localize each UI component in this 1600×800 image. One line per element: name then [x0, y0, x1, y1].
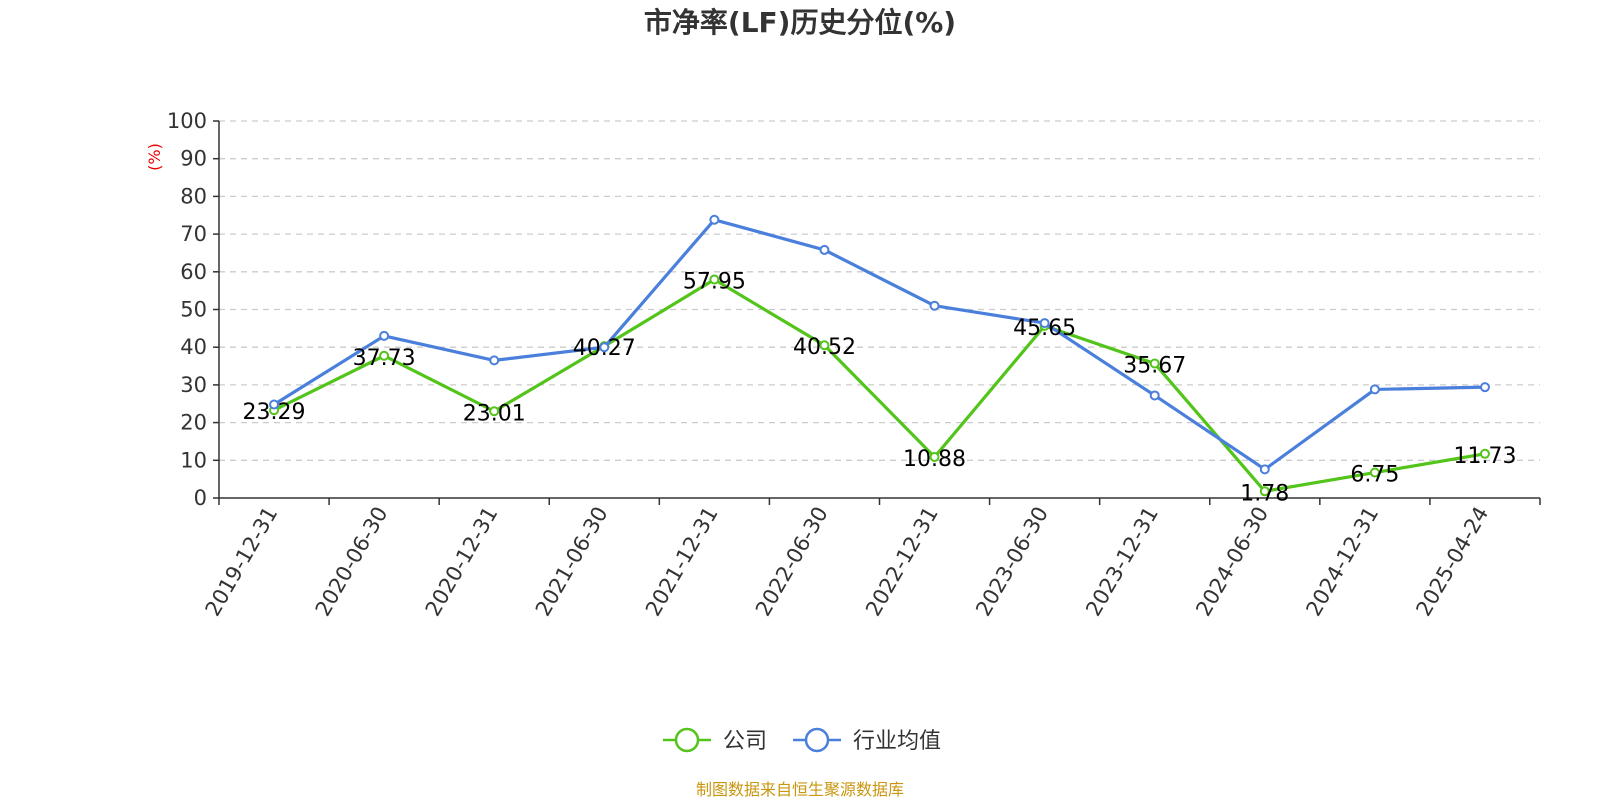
data-point[interactable] — [709, 214, 720, 225]
series-line-1 — [273, 277, 1486, 493]
series — [269, 214, 1490, 497]
x-tick-label: 2022-06-30 — [751, 503, 833, 621]
data-labels: 23.29 37.73 23.01 40.27 57.95 40.52 10.88 45.65… — [243, 270, 1517, 507]
x-tick-label: 2023-12-31 — [1081, 503, 1163, 621]
x-tick-label: 2019-12-31 — [201, 503, 283, 621]
y-tick-label: 70 — [180, 222, 207, 246]
y-tick-label: 20 — [180, 411, 207, 435]
legend[interactable]: 公司 行业均值 — [663, 727, 941, 754]
data-point[interactable] — [709, 274, 720, 285]
data-label: 57.95 — [683, 270, 746, 295]
source-note: 制图数据来自恒生聚源数据库 — [696, 780, 904, 799]
legend-item[interactable]: 公司 — [663, 727, 767, 754]
y-tick-label: 0 — [194, 486, 207, 510]
y-tick-label: 10 — [180, 448, 207, 472]
data-point[interactable] — [489, 355, 500, 366]
y-tick-label: 30 — [180, 373, 207, 397]
y-tick-label: 50 — [180, 298, 207, 322]
x-tick-label: 2025-04-24 — [1411, 503, 1493, 621]
data-point[interactable] — [1149, 358, 1160, 369]
data-point[interactable] — [599, 342, 610, 353]
x-tick-label: 2023-06-30 — [971, 503, 1053, 621]
data-point[interactable] — [379, 350, 390, 361]
x-tick-label: 2024-06-30 — [1191, 503, 1273, 621]
x-tick-label: 2024-12-31 — [1301, 503, 1383, 621]
legend-circle-icon — [674, 727, 700, 753]
y-tick-label: 80 — [180, 184, 207, 208]
data-label: 37.73 — [353, 346, 416, 371]
x-tick-label: 2020-12-31 — [421, 503, 503, 621]
data-label: 23.01 — [463, 401, 526, 426]
y-tick-label: 60 — [180, 260, 207, 284]
data-point[interactable] — [929, 451, 940, 462]
data-point[interactable] — [1479, 448, 1490, 459]
data-label: 10.88 — [903, 447, 966, 472]
data-point[interactable] — [1039, 318, 1050, 329]
data-point[interactable] — [819, 244, 830, 255]
legend-item[interactable]: 行业均值 — [793, 727, 941, 754]
data-point[interactable] — [1149, 390, 1160, 401]
data-label: 6.75 — [1350, 463, 1399, 488]
data-label: 45.65 — [1013, 316, 1076, 341]
data-label: 35.67 — [1123, 354, 1186, 379]
data-point[interactable] — [1369, 384, 1380, 395]
data-point[interactable] — [1479, 382, 1490, 393]
data-point[interactable] — [269, 399, 280, 410]
data-point[interactable] — [1259, 486, 1270, 497]
data-label: 11.73 — [1453, 444, 1516, 469]
y-tick-label: 90 — [180, 147, 207, 171]
data-point[interactable] — [1259, 464, 1270, 475]
data-point[interactable] — [929, 300, 940, 311]
x-tick-label: 2022-12-31 — [861, 503, 943, 621]
y-tick-label: 40 — [180, 335, 207, 359]
data-point[interactable] — [1369, 467, 1380, 478]
y-tick-label: 100 — [167, 109, 207, 133]
x-tick-label: 2021-12-31 — [641, 503, 723, 621]
legend-label: 公司 — [723, 729, 767, 754]
data-label: 40.27 — [573, 336, 636, 361]
x-tick-label: 2020-06-30 — [311, 503, 393, 621]
legend-label: 行业均值 — [853, 729, 941, 754]
data-label: 23.29 — [243, 400, 306, 425]
data-point[interactable] — [819, 340, 830, 351]
data-point[interactable] — [489, 406, 500, 417]
grid — [219, 120, 1540, 461]
legend-circle-icon — [804, 727, 830, 753]
data-label: 40.52 — [793, 335, 856, 360]
data-label: 1.78 — [1240, 481, 1289, 506]
x-tick-label: 2021-06-30 — [531, 503, 613, 621]
data-point[interactable] — [379, 330, 390, 341]
y-axis-label: (%) — [145, 143, 164, 171]
chart-title: 市净率(LF)历史分位(%) — [644, 6, 956, 39]
series-line-2 — [273, 218, 1485, 471]
